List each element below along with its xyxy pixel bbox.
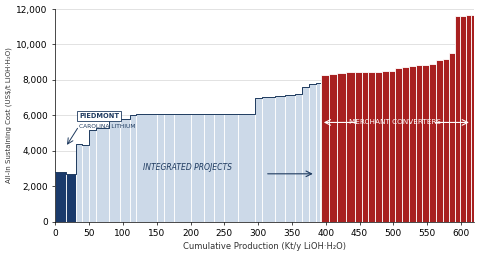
Bar	[285, 95, 295, 222]
Bar	[55, 172, 65, 222]
Bar	[191, 114, 204, 222]
Text: INTEGRATED PROJECTS: INTEGRATED PROJECTS	[143, 163, 232, 172]
Bar	[302, 87, 309, 222]
Bar	[436, 60, 443, 222]
Y-axis label: All-In Sustaining Cost (US$/t LiOH·H₂O): All-In Sustaining Cost (US$/t LiOH·H₂O)	[6, 47, 12, 183]
Bar	[120, 119, 130, 222]
Bar	[83, 145, 89, 222]
Bar	[429, 64, 436, 222]
Bar	[224, 114, 238, 222]
Bar	[96, 128, 109, 222]
Bar	[136, 114, 157, 222]
Bar	[396, 68, 402, 222]
Bar	[309, 84, 315, 222]
Text: MERCHANT CONVERTERS: MERCHANT CONVERTERS	[349, 120, 441, 125]
Text: PIEDMONT: PIEDMONT	[79, 113, 119, 119]
Bar	[89, 130, 96, 222]
Bar	[455, 16, 460, 222]
Bar	[130, 115, 136, 222]
Bar	[449, 53, 455, 222]
Bar	[361, 72, 368, 222]
Bar	[409, 66, 416, 222]
X-axis label: Cumulative Production (Kt/y LiOH·H₂O): Cumulative Production (Kt/y LiOH·H₂O)	[183, 242, 347, 251]
Bar	[76, 144, 83, 222]
Bar	[238, 114, 255, 222]
Bar	[337, 73, 346, 222]
Bar	[389, 71, 396, 222]
Bar	[214, 114, 224, 222]
Bar	[346, 72, 355, 222]
Bar	[157, 114, 164, 222]
Bar	[109, 120, 120, 222]
Bar	[402, 67, 409, 222]
Bar	[382, 71, 389, 222]
Bar	[471, 15, 474, 222]
Bar	[255, 98, 262, 222]
Bar	[368, 72, 375, 222]
Bar	[204, 114, 214, 222]
Bar	[315, 84, 320, 222]
Bar	[460, 16, 466, 222]
Bar	[321, 75, 329, 222]
Bar	[65, 174, 76, 222]
Bar	[355, 72, 361, 222]
Bar	[422, 65, 429, 222]
Bar	[416, 65, 422, 222]
Bar	[466, 15, 471, 222]
Bar	[295, 94, 302, 222]
Text: CAROLINA LITHIUM: CAROLINA LITHIUM	[79, 124, 135, 129]
Bar	[375, 72, 382, 222]
Bar	[262, 97, 275, 222]
Bar	[164, 114, 174, 222]
Bar	[275, 96, 285, 222]
Bar	[443, 59, 449, 222]
Bar	[329, 74, 337, 222]
Bar	[174, 114, 191, 222]
